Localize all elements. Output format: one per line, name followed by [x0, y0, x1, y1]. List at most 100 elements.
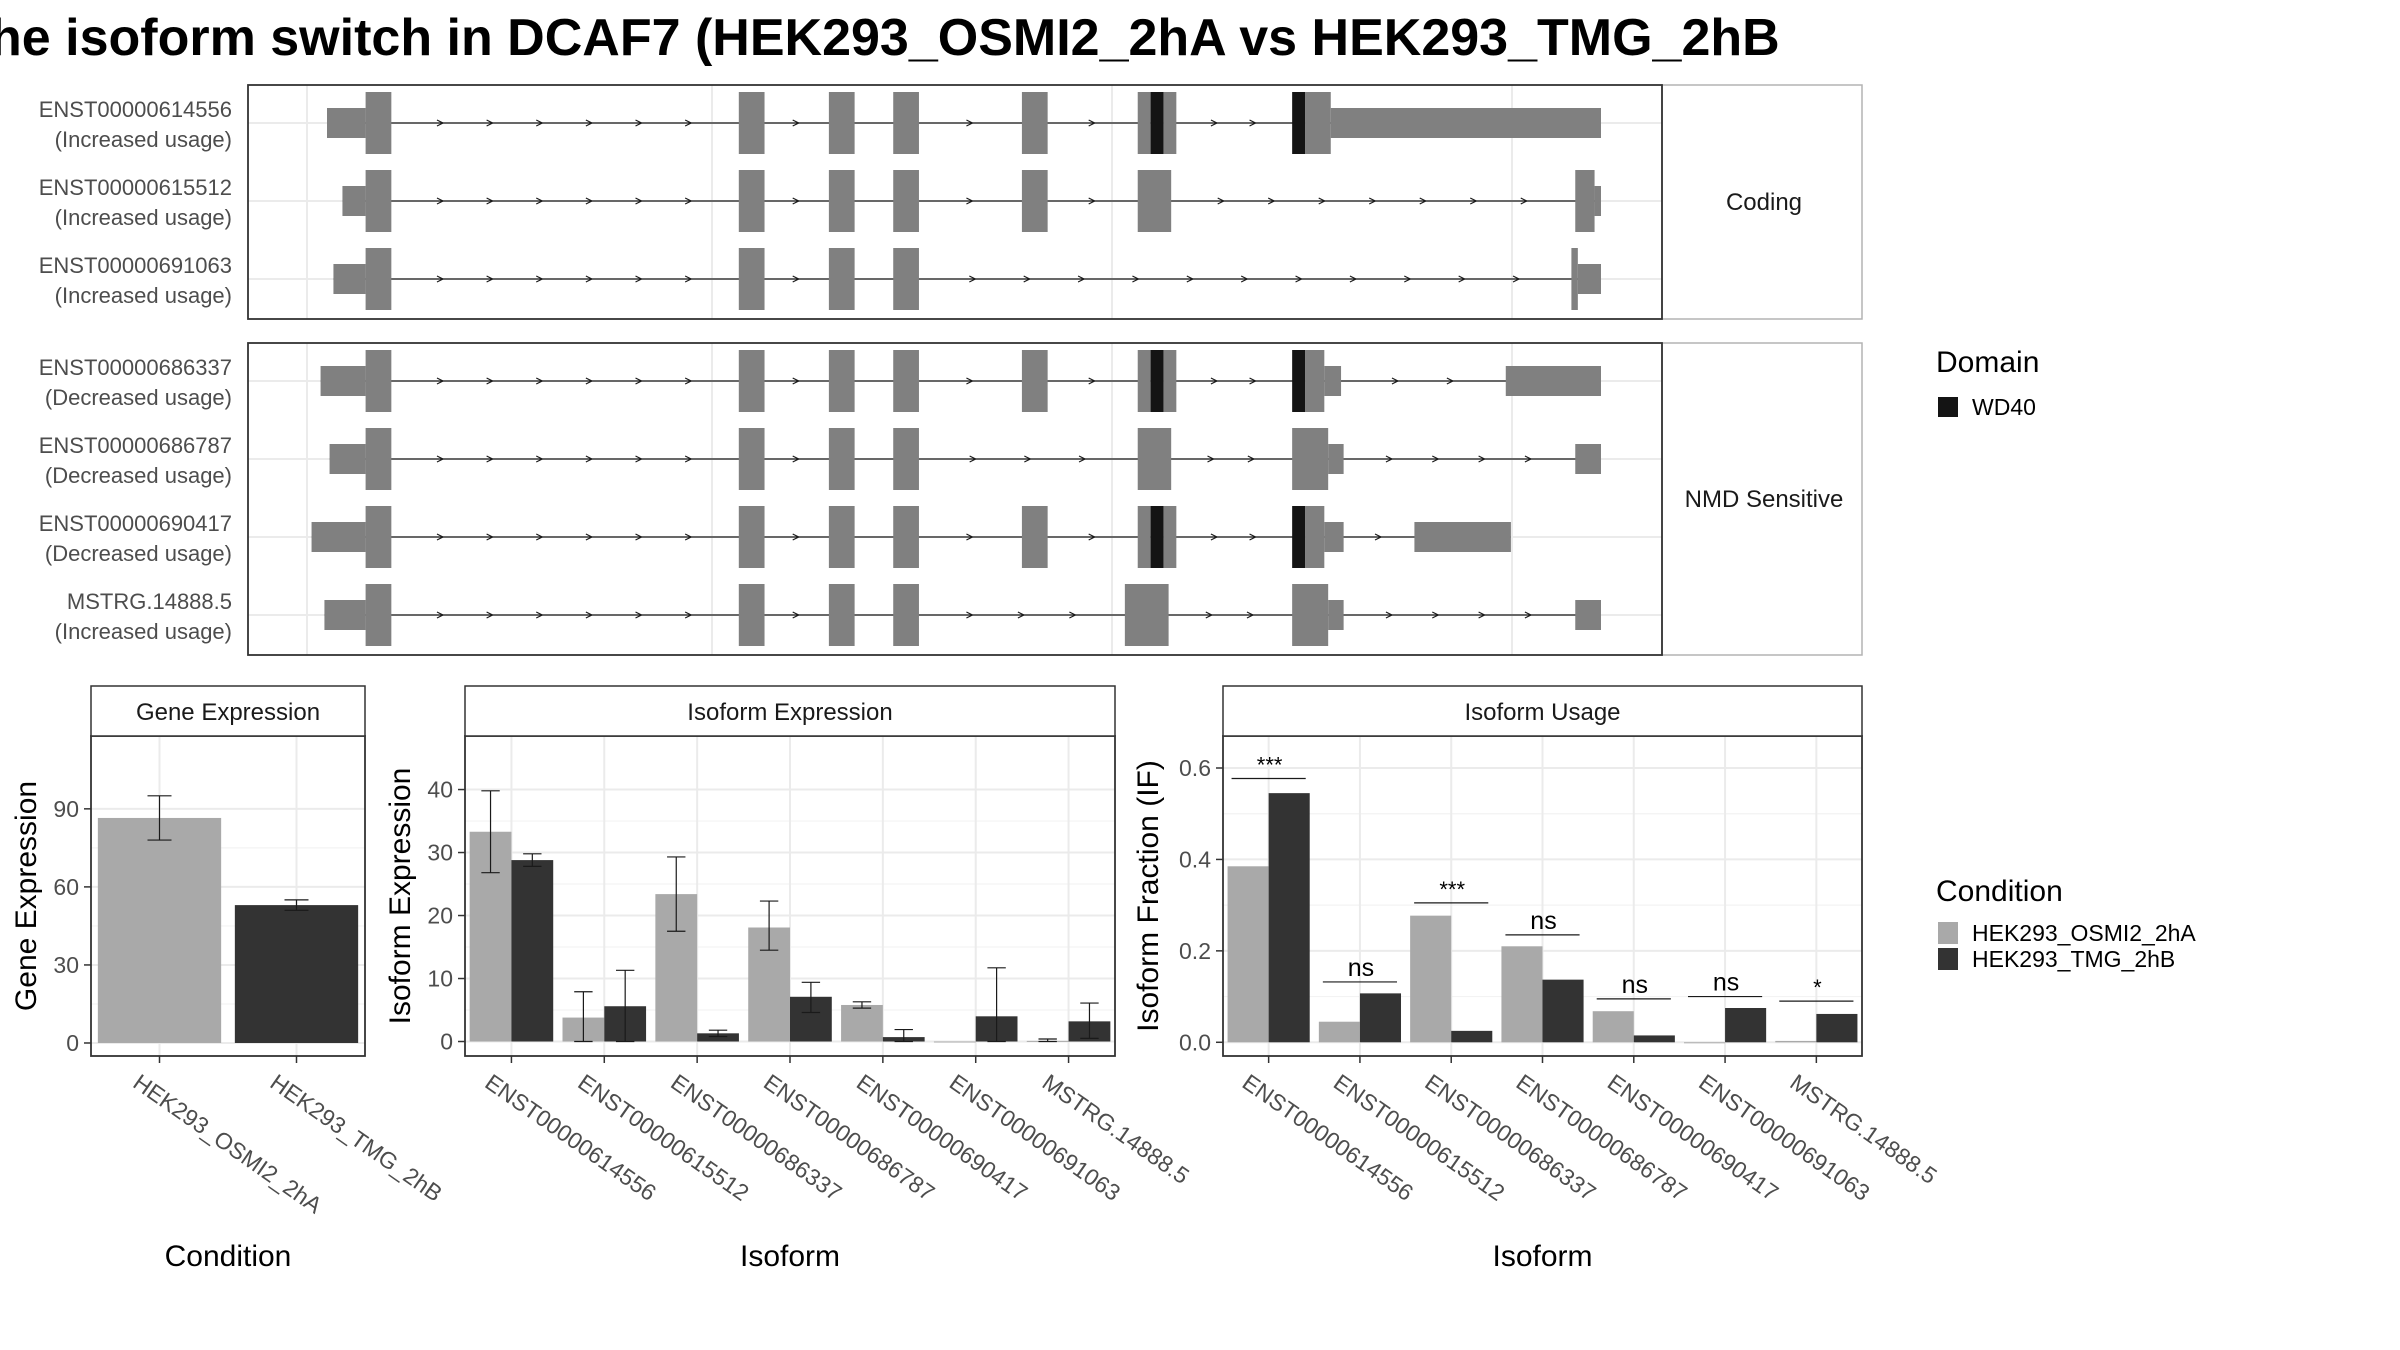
domain-legend-label: WD40: [1972, 394, 2036, 420]
transcript-row: ENST00000686787 (Decreased usage): [39, 428, 1601, 490]
intron-arrow: [792, 119, 801, 127]
bar: [697, 1033, 739, 1042]
intron-arrow: [535, 611, 544, 619]
intron-arrow: [792, 377, 801, 385]
exon-block: [327, 108, 366, 138]
y-tick-label: 0: [440, 1029, 453, 1055]
bar: [841, 1004, 883, 1042]
intron-arrow: [1432, 611, 1440, 619]
intron-arrow: [684, 275, 693, 283]
exon-block: [738, 248, 765, 310]
exon-block: [1577, 264, 1601, 294]
intron-arrow: [585, 533, 594, 541]
domain-segment: [1150, 92, 1164, 154]
x-axis-title: Condition: [165, 1240, 292, 1273]
bar-panel-strip: [1222, 685, 1863, 737]
transcript-row: MSTRG.14888.5 (Increased usage): [55, 584, 1601, 646]
transcript-row: ENST00000691063 (Increased usage): [39, 248, 1601, 310]
intron-arrow: [1088, 533, 1097, 541]
exon-block: [1305, 506, 1325, 568]
bar: [1268, 793, 1310, 1043]
exon-block: [738, 584, 765, 646]
domain-segment: [1292, 350, 1306, 412]
exon-block: [828, 350, 855, 412]
y-tick-label: 90: [53, 796, 79, 822]
exon-block: [893, 170, 919, 232]
intron-arrow: [969, 455, 977, 463]
exon-block: [320, 366, 366, 396]
intron-arrow: [1132, 275, 1140, 283]
intron-arrow: [436, 455, 445, 463]
exon-block: [1575, 170, 1595, 232]
intron-arrow: [1404, 275, 1412, 283]
structure-strip-label: Coding: [1726, 189, 1802, 216]
transcript-row: ENST00000615512 (Increased usage): [39, 170, 1601, 232]
bar: [1227, 866, 1269, 1043]
transcript-id-label: ENST00000686337: [39, 355, 232, 380]
intron-arrow: [792, 455, 801, 463]
intron-arrow: [1205, 611, 1214, 619]
y-tick-label: 0.4: [1179, 846, 1211, 872]
bar: [1683, 1042, 1726, 1044]
domain-segment: [1292, 92, 1306, 154]
bar: [1359, 993, 1402, 1043]
exon-block: [1292, 428, 1329, 490]
transcript-usage-label: (Increased usage): [55, 205, 232, 230]
domain-legend-key: [1938, 397, 1958, 417]
exon-block: [828, 428, 855, 490]
intron-arrow: [684, 377, 693, 385]
exon-block: [828, 170, 855, 232]
exon-block: [1328, 444, 1344, 474]
intron-arrow: [1446, 377, 1455, 385]
transcript-id-label: ENST00000614556: [39, 97, 232, 122]
bar: [1633, 1035, 1675, 1043]
intron-arrow: [1240, 275, 1249, 283]
exon-block: [738, 506, 765, 568]
intron-arrow: [535, 119, 544, 127]
exon-block: [365, 170, 392, 232]
transcript-id-label: ENST00000690417: [39, 511, 232, 536]
intron-arrow: [1069, 611, 1077, 619]
intron-arrow: [486, 455, 494, 463]
exon-block: [1137, 428, 1172, 490]
exon-block: [365, 506, 392, 568]
intron-arrow: [635, 455, 643, 463]
exon-block: [1021, 350, 1048, 412]
exon-block: [1021, 506, 1048, 568]
exon-block: [1575, 444, 1601, 474]
exon-block: [311, 522, 366, 552]
intron-arrow: [486, 377, 494, 385]
intron-arrow: [792, 611, 801, 619]
intron-arrow: [1374, 533, 1383, 541]
intron-arrow: [1207, 455, 1215, 463]
domain-legend-title: Domain: [1936, 346, 2039, 379]
significance-label: ns: [1530, 907, 1556, 935]
intron-arrow: [1318, 197, 1327, 205]
intron-arrow: [486, 533, 494, 541]
y-tick-label: 0.6: [1179, 755, 1211, 781]
exon-block: [329, 444, 366, 474]
x-axis-title: Isoform: [1492, 1240, 1592, 1273]
exon-block: [1505, 366, 1601, 396]
structure-strip: [1661, 84, 1863, 320]
structure-panel-border: [247, 342, 1663, 656]
bar: [1592, 1011, 1634, 1043]
exon-block: [1124, 584, 1169, 646]
intron-arrow: [1478, 611, 1486, 619]
exon-block: [1021, 170, 1048, 232]
exon-block: [365, 584, 392, 646]
exon-block: [365, 248, 392, 310]
intron-arrow: [792, 533, 801, 541]
intron-arrow: [486, 275, 494, 283]
exon-block: [738, 350, 765, 412]
intron-arrow: [535, 275, 544, 283]
domain-segment: [1292, 506, 1306, 568]
exon-block: [1305, 92, 1331, 154]
transcript-id-label: MSTRG.14888.5: [67, 589, 232, 614]
bar: [97, 817, 222, 1043]
intron-arrow: [1524, 455, 1533, 463]
condition-legend-label: HEK293_OSMI2_2hA: [1972, 920, 2196, 946]
intron-arrow: [684, 533, 693, 541]
condition-legend-key: [1938, 922, 1958, 944]
